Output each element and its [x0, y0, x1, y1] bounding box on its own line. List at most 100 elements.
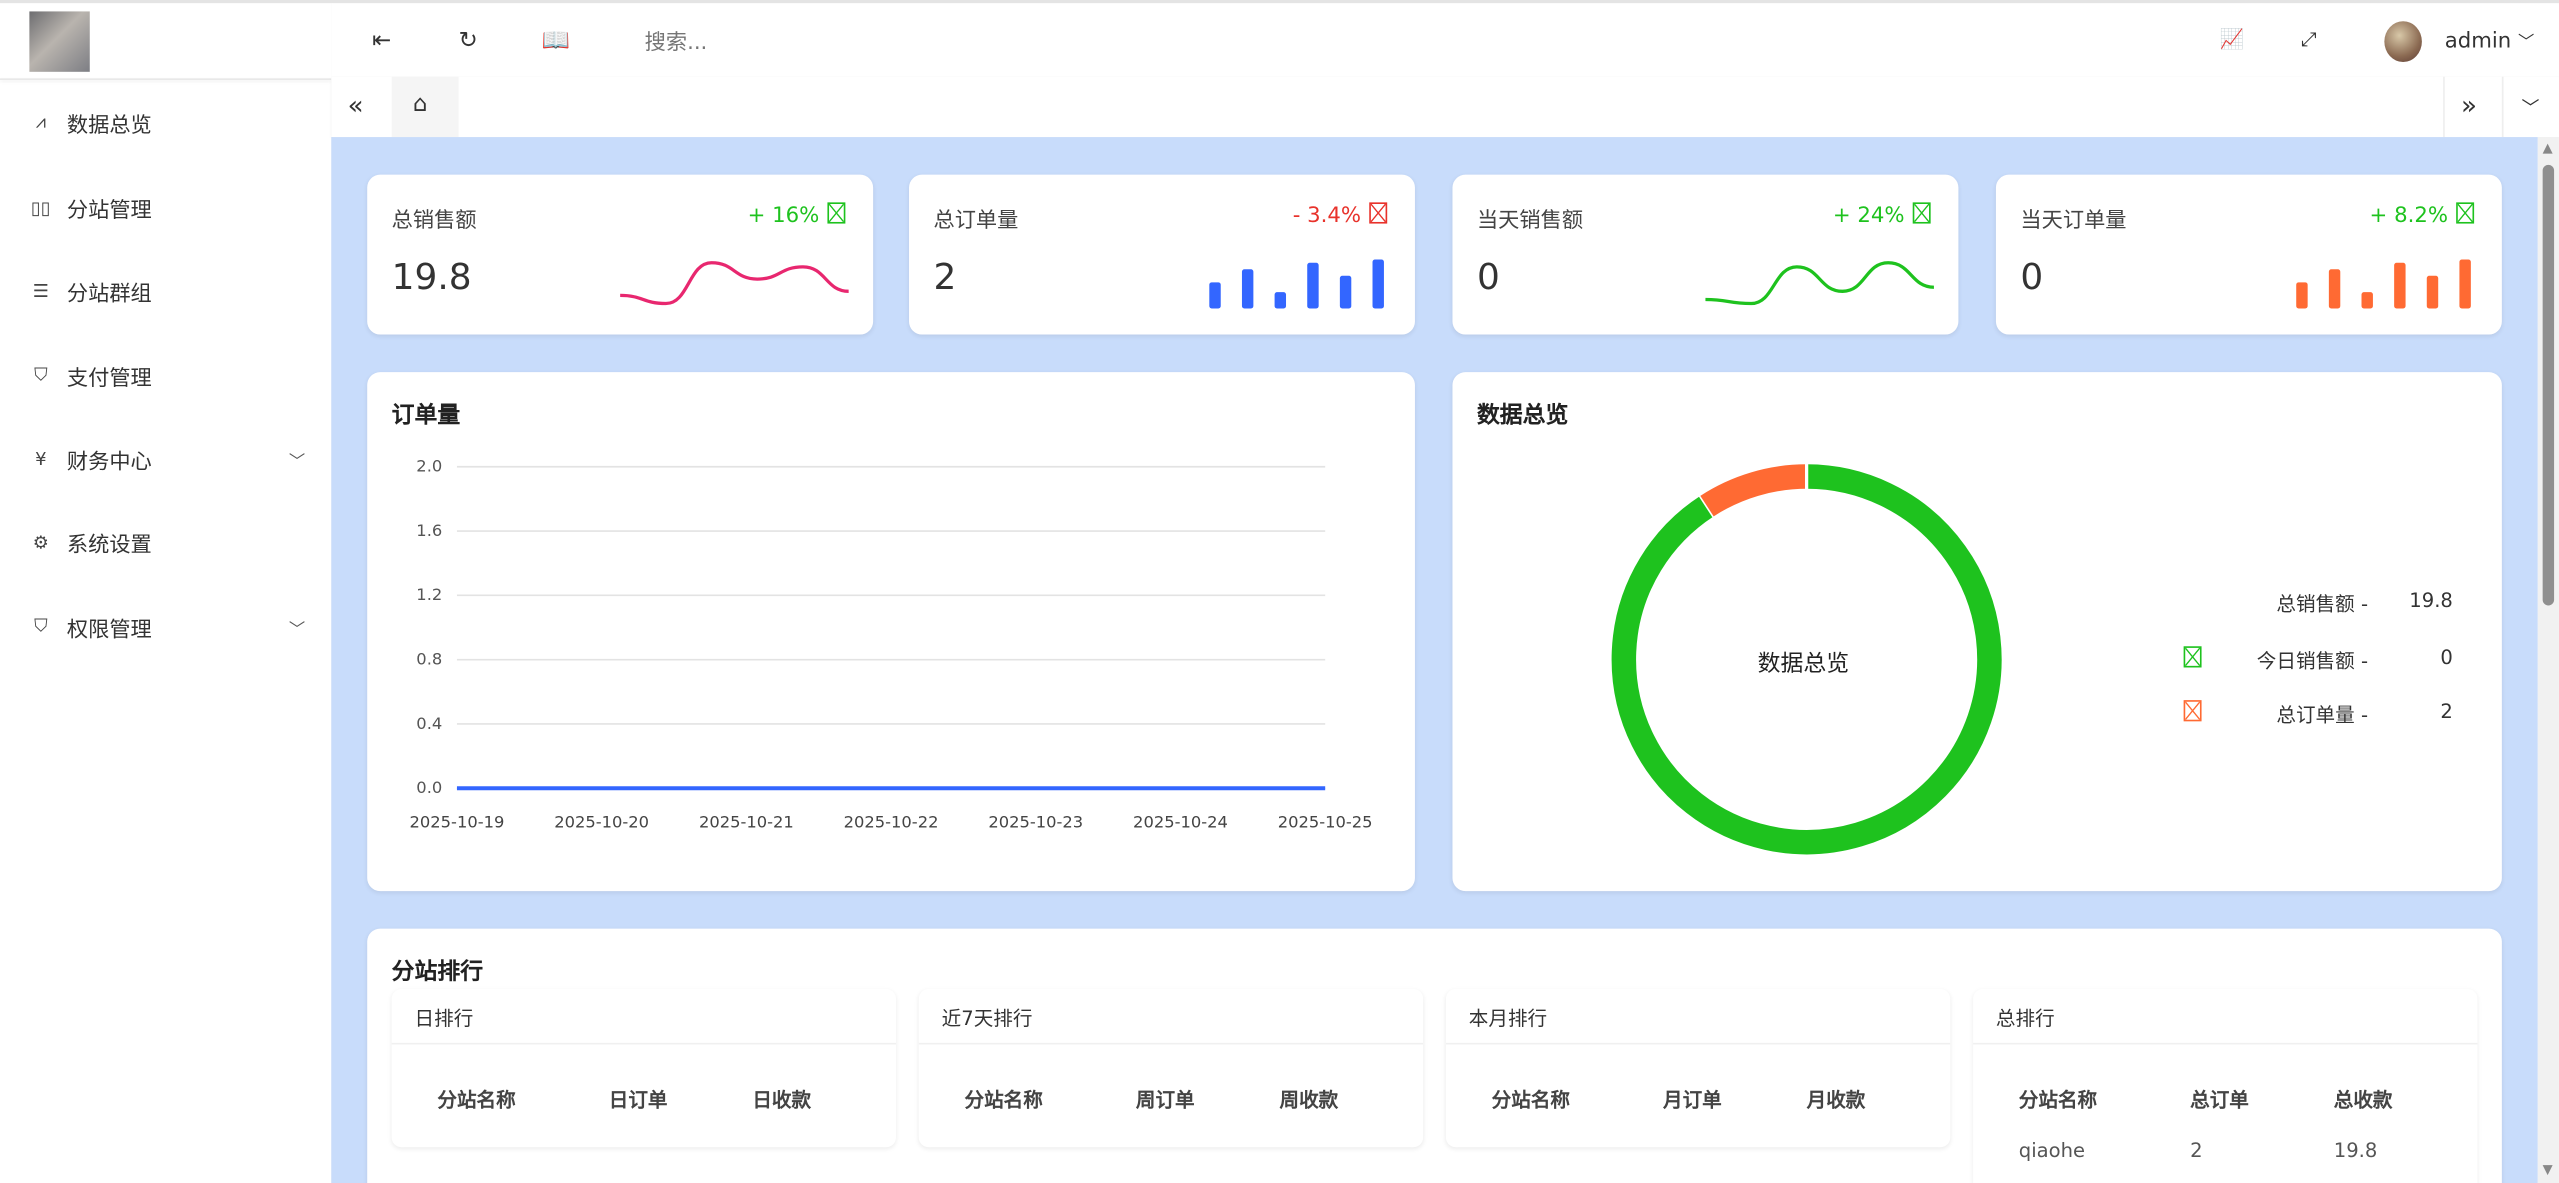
legend-label: 总销售额 - — [2276, 592, 2369, 616]
stat-card: 总订单量 2 - 3.4% — [909, 174, 1415, 335]
columns-icon: ▯▯ — [30, 196, 51, 218]
stat-value: 2 — [933, 257, 957, 299]
sparkline-path — [620, 261, 849, 306]
spark-bar — [2296, 282, 2308, 309]
trend-icon — [1369, 202, 1388, 224]
stat-value: 19.8 — [391, 257, 472, 299]
divider — [1973, 1042, 2478, 1045]
sidebar-item-6[interactable]: ⛉ 权限管理 ﹀ — [0, 594, 331, 659]
legend-value: 19.8 — [2409, 589, 2453, 612]
sidebar-item-4[interactable]: ¥ 财务中心 ﹀ — [0, 426, 331, 491]
scroll-up-icon[interactable]: ▲ — [2542, 140, 2553, 156]
sidebar: ⩘ 数据总览 ▯▯ 分站管理 ☰ 分站群组 ⛉ 支付管理 ¥ 财务中心 ﹀ ⚙ 系统设置 ⛉ 权限管理 ﹀ — [0, 3, 333, 1183]
column-header: 日订单 — [608, 1088, 668, 1112]
sparkline-path — [1705, 261, 1935, 306]
column-header: 日收款 — [752, 1088, 812, 1112]
scrollbar[interactable]: ▲ ▼ — [2537, 137, 2559, 1183]
fullscreen-icon[interactable]: ⤢ — [2301, 27, 2317, 51]
search-input[interactable] — [641, 29, 975, 58]
stat-change: + 8.2% — [2370, 202, 2475, 228]
sliders-icon: ☰ — [32, 279, 49, 302]
legend-swatch-icon — [2183, 700, 2202, 726]
stat-card: 当天销售额 0 + 24% — [1452, 174, 1959, 335]
legend-item[interactable]: 总销售额 - 19.8 — [2184, 589, 2453, 615]
tab-home[interactable]: ⌂ — [391, 76, 459, 138]
presentation-icon[interactable]: 📈 — [2219, 27, 2244, 51]
divider — [2443, 76, 2445, 138]
x-tick-label: 2025-10-25 — [1278, 812, 1373, 831]
table-title: 总排行 — [1995, 1006, 2055, 1030]
change-value: + 8.2% — [2369, 204, 2448, 229]
divider — [2501, 76, 2504, 138]
y-tick-label: 0.0 — [416, 778, 442, 797]
column-header: 分站名称 — [964, 1088, 1043, 1112]
window-top-border — [0, 0, 2559, 4]
scroll-right-icon[interactable]: » — [2461, 89, 2478, 121]
sidebar-item-2[interactable]: ☰ 分站群组 — [0, 258, 331, 323]
sparkline — [1705, 261, 1935, 306]
stat-label: 总销售额 — [391, 208, 477, 234]
user-menu[interactable]: admin ﹀ — [2445, 28, 2535, 53]
scroll-down-icon[interactable]: ▼ — [2542, 1161, 2553, 1177]
divider — [1445, 1042, 1951, 1045]
table-title: 本月排行 — [1468, 1006, 1548, 1030]
x-tick-label: 2025-10-21 — [699, 812, 794, 831]
legend-item[interactable]: 今日销售额 - 0 — [2183, 646, 2453, 673]
line-chart: 0.0 0.4 0.8 1.2 1.6 2.0 2025-10-19 2025-10-20 20… — [410, 457, 1373, 832]
y-tick-label: 0.4 — [416, 714, 442, 733]
sidebar-item-label: 系统设置 — [66, 532, 152, 558]
table-cell: qiaohe — [2018, 1139, 2086, 1162]
stat-value: 0 — [1476, 257, 1500, 299]
sidebar-item-3[interactable]: ⛉ 支付管理 — [0, 343, 331, 408]
spark-bar — [2361, 292, 2373, 309]
legend-label: 今日销售额 - — [2256, 649, 2369, 673]
spark-bar — [1209, 282, 1221, 309]
donut-slice — [1611, 464, 2002, 855]
sidebar-item-1[interactable]: ▯▯ 分站管理 — [0, 175, 331, 240]
scrollbar-thumb[interactable] — [2542, 164, 2555, 606]
ranking-table: 本月排行 分站名称 月订单 月收款 — [1445, 988, 1951, 1148]
sidebar-item-0[interactable]: ⩘ 数据总览 — [0, 90, 331, 155]
refresh-icon[interactable]: ↻ — [458, 27, 478, 54]
x-tick-label: 2025-10-20 — [554, 812, 649, 831]
tabs-bar: « ⌂ » ﹀ — [331, 76, 2559, 138]
sidebar-item-label: 支付管理 — [66, 366, 152, 391]
pulse-icon: ⩘ — [35, 110, 46, 133]
chevron-down-icon[interactable]: ﹀ — [288, 620, 306, 639]
column-header: 周收款 — [1279, 1088, 1339, 1112]
collapse-menu-icon[interactable]: ⇤ — [372, 27, 392, 54]
change-value: + 24% — [1832, 204, 1905, 229]
sparkline — [620, 261, 849, 306]
stat-change: + 24% — [1833, 202, 1931, 228]
legend-item[interactable]: 总订单量 - 2 — [2183, 700, 2453, 726]
column-header: 总订单 — [2190, 1088, 2249, 1112]
logo-image[interactable] — [29, 11, 90, 72]
scroll-left-icon[interactable]: « — [347, 89, 364, 121]
table-cell: 19.8 — [2333, 1139, 2378, 1162]
chevron-down-icon[interactable]: ﹀ — [288, 452, 306, 471]
change-value: - 3.4% — [1292, 204, 1362, 229]
y-tick-label: 1.6 — [416, 521, 442, 540]
chevron-down-icon: ﹀ — [2517, 34, 2535, 53]
chart-title: 订单量 — [391, 403, 461, 430]
legend-value: 0 — [2440, 646, 2453, 670]
donut-chart — [1611, 463, 2002, 855]
spark-bar — [2328, 269, 2341, 309]
ranking-card: 分站排行 日排行 分站名称 日订单 日收款 近7天排行 分站名称 周订单 周收款 本月排行 分站名… — [367, 928, 2502, 1183]
spark-bar — [1339, 275, 1352, 309]
tabs-menu-chevron-icon[interactable]: ﹀ — [2521, 97, 2540, 120]
y-tick-label: 2.0 — [416, 457, 442, 476]
home-icon: ⌂ — [412, 91, 428, 118]
stat-label: 当天订单量 — [2020, 208, 2127, 234]
donut-slice — [1700, 464, 1807, 517]
sidebar-item-5[interactable]: ⚙ 系统设置 — [0, 509, 331, 574]
avatar[interactable] — [2384, 21, 2422, 63]
book-icon[interactable]: 📖 — [541, 27, 571, 54]
shield-check-icon: ⛉ — [34, 615, 48, 637]
sparkline — [1209, 259, 1384, 309]
column-header: 月订单 — [1663, 1088, 1722, 1112]
trend-icon — [827, 202, 846, 224]
sidebar-item-label: 分站管理 — [66, 198, 152, 223]
column-header: 月收款 — [1806, 1088, 1866, 1112]
column-header: 分站名称 — [437, 1088, 516, 1112]
